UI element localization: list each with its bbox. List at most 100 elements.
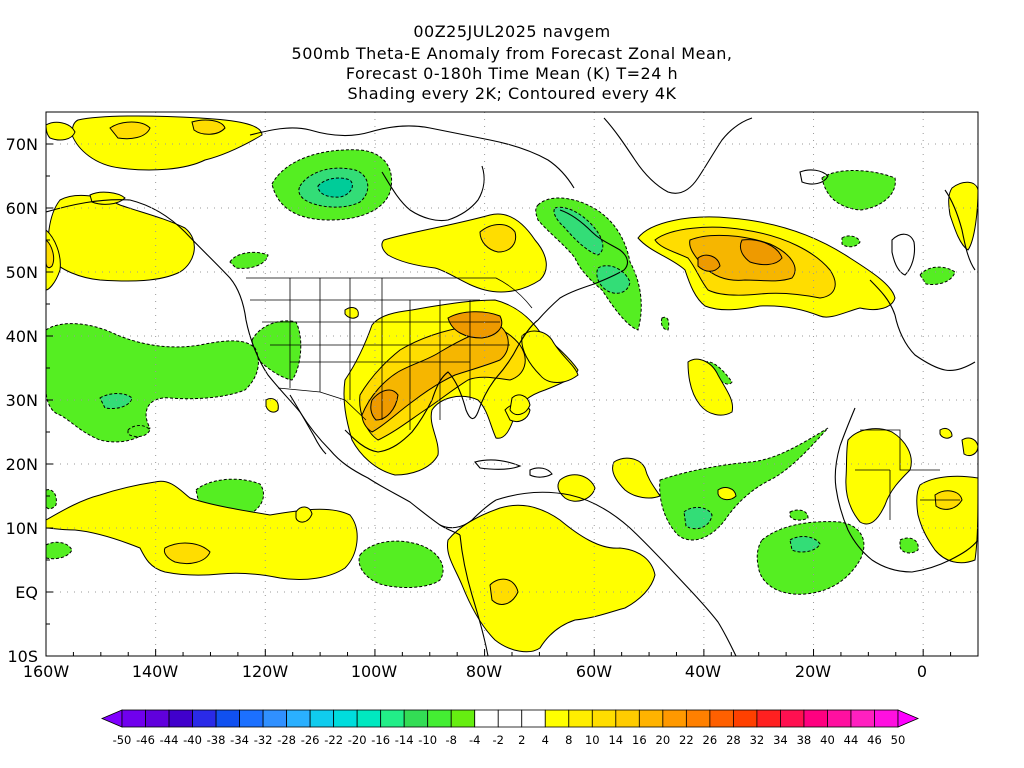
europe-coast [869, 279, 976, 372]
colorbar-swatch [168, 709, 193, 728]
colorbar-label: -16 [371, 733, 390, 747]
gulf-coast [344, 319, 539, 453]
colorbar-swatch [192, 709, 217, 728]
lon-axis-labels: 160W 140W 120W 100W 80W 60W 40W 20W 0 [23, 662, 927, 681]
greenland-east-neg [821, 170, 896, 211]
political-borders [246, 277, 960, 520]
colorbar-label: -44 [160, 733, 179, 747]
newfoundland-neg-core [596, 265, 631, 294]
north-atlantic-pos-core [739, 239, 783, 266]
alaska-pos-core-2 [191, 119, 226, 135]
africa-coast [834, 407, 978, 573]
colorbar-label: -14 [395, 733, 414, 747]
alaska-pos-core [109, 121, 151, 140]
us-canada-border [246, 277, 533, 309]
colorbar-label: 4 [542, 733, 549, 747]
west-africa-pos [845, 428, 912, 525]
lat-label-70n: 70N [6, 135, 38, 154]
colorbar-label: -2 [493, 733, 504, 747]
lat-label-40n: 40N [6, 327, 38, 346]
scandinavia-coast [944, 189, 976, 271]
caribbean-pos [612, 457, 661, 499]
west-africa-coast-neg-core [789, 536, 821, 553]
west-africa-coast-neg [756, 521, 865, 595]
colorbar-label: 8 [565, 733, 572, 747]
central-america-coast [439, 499, 497, 529]
colorbar-label: 10 [585, 733, 600, 747]
colorbar-swatch [756, 709, 781, 728]
colorbar-swatch [380, 709, 405, 728]
colorbar-swatch [568, 709, 593, 728]
colorbar-label: 46 [867, 733, 882, 747]
arctic-coast [249, 125, 575, 189]
hudson-south-pos [344, 307, 359, 319]
tropical-atlantic-neg-core [683, 507, 713, 530]
labrador-neg [535, 197, 642, 331]
coastlines [46, 117, 978, 656]
lat-label-20n: 20N [6, 455, 38, 474]
mid-atlantic-small-neg-2 [660, 316, 670, 331]
hudson-pos [381, 213, 547, 293]
colorbar-swatch [662, 709, 687, 728]
colorbar-label: -22 [324, 733, 343, 747]
title-line-3: Forecast 0-180h Time Mean (K) T=24 h [345, 64, 679, 83]
colorbar-label: -34 [230, 733, 249, 747]
colorbar-swatch [497, 709, 523, 728]
colorbar-swatch [356, 709, 382, 728]
colorbar-label: -10 [418, 733, 437, 747]
colorbar-label: 28 [726, 733, 741, 747]
south-pacific-neg-left [46, 541, 73, 560]
lat-label-60n: 60N [6, 199, 38, 218]
lon-label-0: 0 [917, 662, 927, 681]
east-atlantic-pos-small [939, 427, 953, 439]
colorbar-swatch [286, 709, 311, 728]
south-pacific-neg-left-2 [46, 489, 57, 510]
alaska-pos [71, 115, 263, 171]
colorbar-labels: -50 -46 -44 -40 -38 -34 -32 -28 -26 -22 -20 -16 -14-… [113, 733, 906, 747]
colorbar-swatch [638, 709, 664, 728]
lon-label-20w: 20W [795, 662, 831, 681]
colorbar-swatch [262, 709, 288, 728]
colorbar-label: -20 [348, 733, 367, 747]
tick-marks [45, 111, 979, 657]
east-coast [537, 209, 629, 321]
lon-label-40w: 40W [685, 662, 721, 681]
colorbar-swatch [732, 709, 758, 728]
colorbar-swatch [333, 709, 358, 728]
hudson-bay-coast [381, 165, 485, 222]
sahel-pos [916, 475, 978, 564]
colorbar-swatch [450, 709, 476, 728]
title-line-4: Shading every 2K; Contoured every 4K [347, 84, 677, 103]
greenland-coast [603, 117, 753, 194]
lon-label-160w: 160W [23, 662, 70, 681]
south-america-pos-core [489, 578, 519, 605]
lat-axis-labels: 10S EQ 10N 20N 30N 40N 50N 60N 70N [6, 135, 38, 666]
colorbar-swatch [215, 709, 240, 728]
lat-label-10n: 10N [6, 519, 38, 538]
azores-pos [687, 358, 734, 416]
gulf-guinea-neg [899, 537, 919, 554]
hudson-pos-core [479, 224, 517, 253]
colorbar-label: -40 [183, 733, 202, 747]
south-america-pos [446, 504, 656, 653]
north-pacific-small-neg [127, 425, 151, 438]
colorbar-left-arrow [100, 709, 123, 728]
scandinavia-pos [948, 181, 978, 251]
bering-pos [46, 121, 76, 141]
colorbar-swatch [827, 709, 852, 728]
colorbar-label: -28 [277, 733, 296, 747]
iberia-pos [961, 437, 978, 457]
labrador-neg-core [553, 206, 604, 256]
pacific-10n-pos [295, 506, 313, 523]
east-tropical-pacific-neg [358, 540, 444, 588]
colorbar-swatch [521, 709, 546, 728]
lon-label-80w: 80W [466, 662, 502, 681]
east-pacific-tropical-pos [46, 480, 358, 581]
colorbar-label: -26 [301, 733, 320, 747]
colorbar-swatch [309, 709, 335, 728]
lon-label-60w: 60W [576, 662, 612, 681]
colorbar-swatch [850, 709, 875, 728]
uk-coast [891, 233, 916, 276]
lat-label-50n: 50N [6, 263, 38, 282]
